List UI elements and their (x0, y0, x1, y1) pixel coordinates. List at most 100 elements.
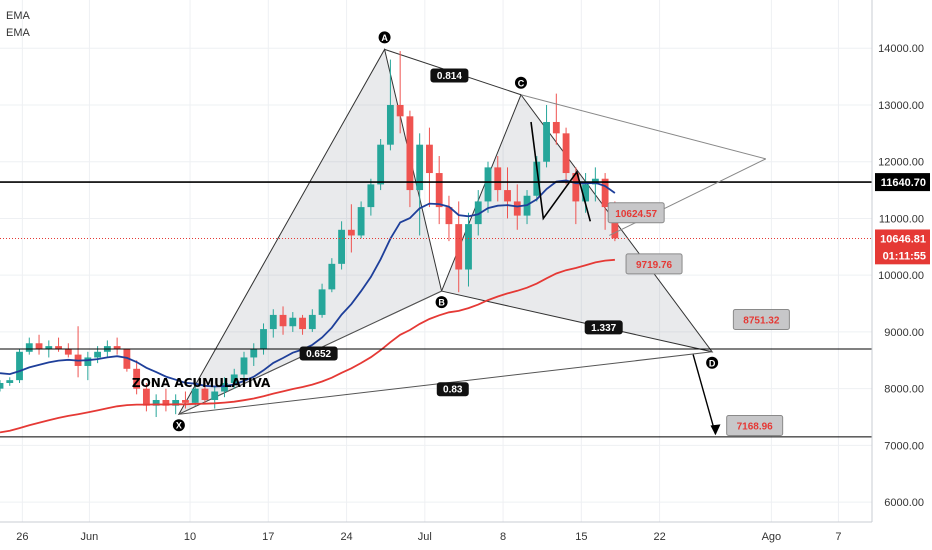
x-tick-label: Jul (418, 531, 432, 543)
price-badge-label: 10646.81 (880, 233, 926, 245)
candle-body (45, 346, 53, 349)
candle-body (318, 289, 326, 315)
candle-body (484, 167, 492, 202)
x-tick-label: 7 (835, 531, 841, 543)
zigzag-arrow (530, 121, 592, 222)
candle-body (6, 380, 14, 383)
candle-body (269, 314, 277, 330)
x-tick-label: 8 (500, 531, 506, 543)
callout-box (726, 415, 784, 437)
ratio-label-bg (584, 320, 623, 335)
candle-body (533, 161, 541, 196)
candle-body (113, 346, 121, 349)
y-tick-label: 14000.00 (878, 43, 924, 55)
ratio-label-bg (436, 382, 469, 397)
candle-body (133, 368, 141, 389)
candle-body (25, 343, 33, 352)
point-label-a: A (381, 33, 388, 43)
candle-body (84, 357, 92, 366)
ratio-label-bg (299, 346, 338, 361)
x-tick-label: 22 (653, 531, 665, 543)
candle-body (250, 348, 258, 358)
triangle-bcd (440, 93, 714, 353)
candle-body (465, 224, 472, 270)
legend-ema-1: EMA (6, 10, 30, 22)
y-tick-label: 13000.00 (878, 100, 924, 112)
callout-box (607, 202, 665, 224)
candle-body (582, 184, 590, 202)
candle-body (367, 184, 375, 208)
candle-body (416, 144, 424, 191)
candle-body (455, 224, 463, 270)
drawings: X A B C D 0.814 0.652 1.337 0.83 10624.57 9719.76 8… (0, 31, 872, 438)
candle-body (182, 400, 189, 403)
point-label-x: X (176, 421, 182, 431)
arrow-target (692, 354, 717, 435)
grid (0, 0, 872, 522)
candle-body (260, 329, 267, 349)
price-badge (875, 229, 930, 248)
x-tick-label: Ago (762, 531, 782, 543)
x-tick-label: 15 (575, 531, 587, 543)
candle-body (552, 121, 560, 134)
point-marker-a (378, 31, 391, 44)
candle-body (152, 400, 160, 406)
y-tick-label: 10000.00 (878, 270, 924, 282)
candle-body (94, 351, 102, 358)
candle-body (64, 348, 72, 355)
annotation-zona-acumulativa: ZONA ACUMULATIVA (132, 376, 271, 390)
candle-body (123, 348, 131, 369)
candle-body (347, 229, 355, 236)
candle-body (504, 190, 511, 202)
point-label-c: C (518, 78, 525, 88)
candle-body (445, 207, 453, 225)
candle-body (406, 116, 414, 191)
ratio-label: 0.83 (443, 385, 463, 396)
candle-body (201, 388, 209, 401)
callout-label: 10624.57 (615, 209, 657, 220)
candle-body (338, 229, 346, 264)
candle-body (279, 314, 287, 327)
price-badge (875, 246, 930, 265)
y-tick-label: 11000.00 (879, 213, 924, 225)
candle-body (328, 263, 336, 290)
candle-body (357, 207, 365, 236)
x-tick-label: 10 (184, 531, 196, 543)
candle-body (240, 357, 248, 375)
callout-box (732, 308, 790, 330)
point-marker-x (172, 419, 185, 432)
arrow-head (710, 424, 721, 436)
candle-body (377, 144, 385, 185)
candle-body (299, 317, 306, 330)
x-tick-label: 24 (340, 531, 352, 543)
candle-body (396, 104, 404, 117)
candle-body (308, 314, 316, 330)
y-tick-label: 7000.00 (884, 440, 924, 452)
candle-body (55, 346, 62, 349)
candle-body (16, 351, 23, 381)
x-tick-label: 17 (262, 531, 274, 543)
ema-line-red (0, 258, 615, 434)
point-label-d: D (709, 358, 716, 368)
candle-body (142, 388, 150, 406)
candle-body (513, 201, 521, 216)
callout-label: 7168.96 (737, 422, 774, 433)
candle-body (162, 400, 170, 406)
price-badge-label: 01:11:55 (883, 250, 926, 262)
y-tick-label: 12000.00 (878, 157, 924, 169)
ratio-label: 0.652 (306, 349, 331, 360)
x-tick-label: 26 (16, 531, 28, 543)
harmonic-pattern (177, 48, 714, 416)
ratio-label: 0.814 (437, 71, 462, 82)
point-marker-b (435, 296, 448, 309)
x-tick-label: Jun (81, 531, 99, 543)
candle-body (562, 133, 570, 174)
candle-body (543, 121, 550, 162)
candle-body (0, 382, 4, 389)
price-badge-label: 11640.70 (881, 177, 926, 189)
y-tick-label: 9000.00 (884, 327, 924, 339)
candle-body (289, 317, 297, 327)
ratio-label-bg (430, 68, 469, 83)
